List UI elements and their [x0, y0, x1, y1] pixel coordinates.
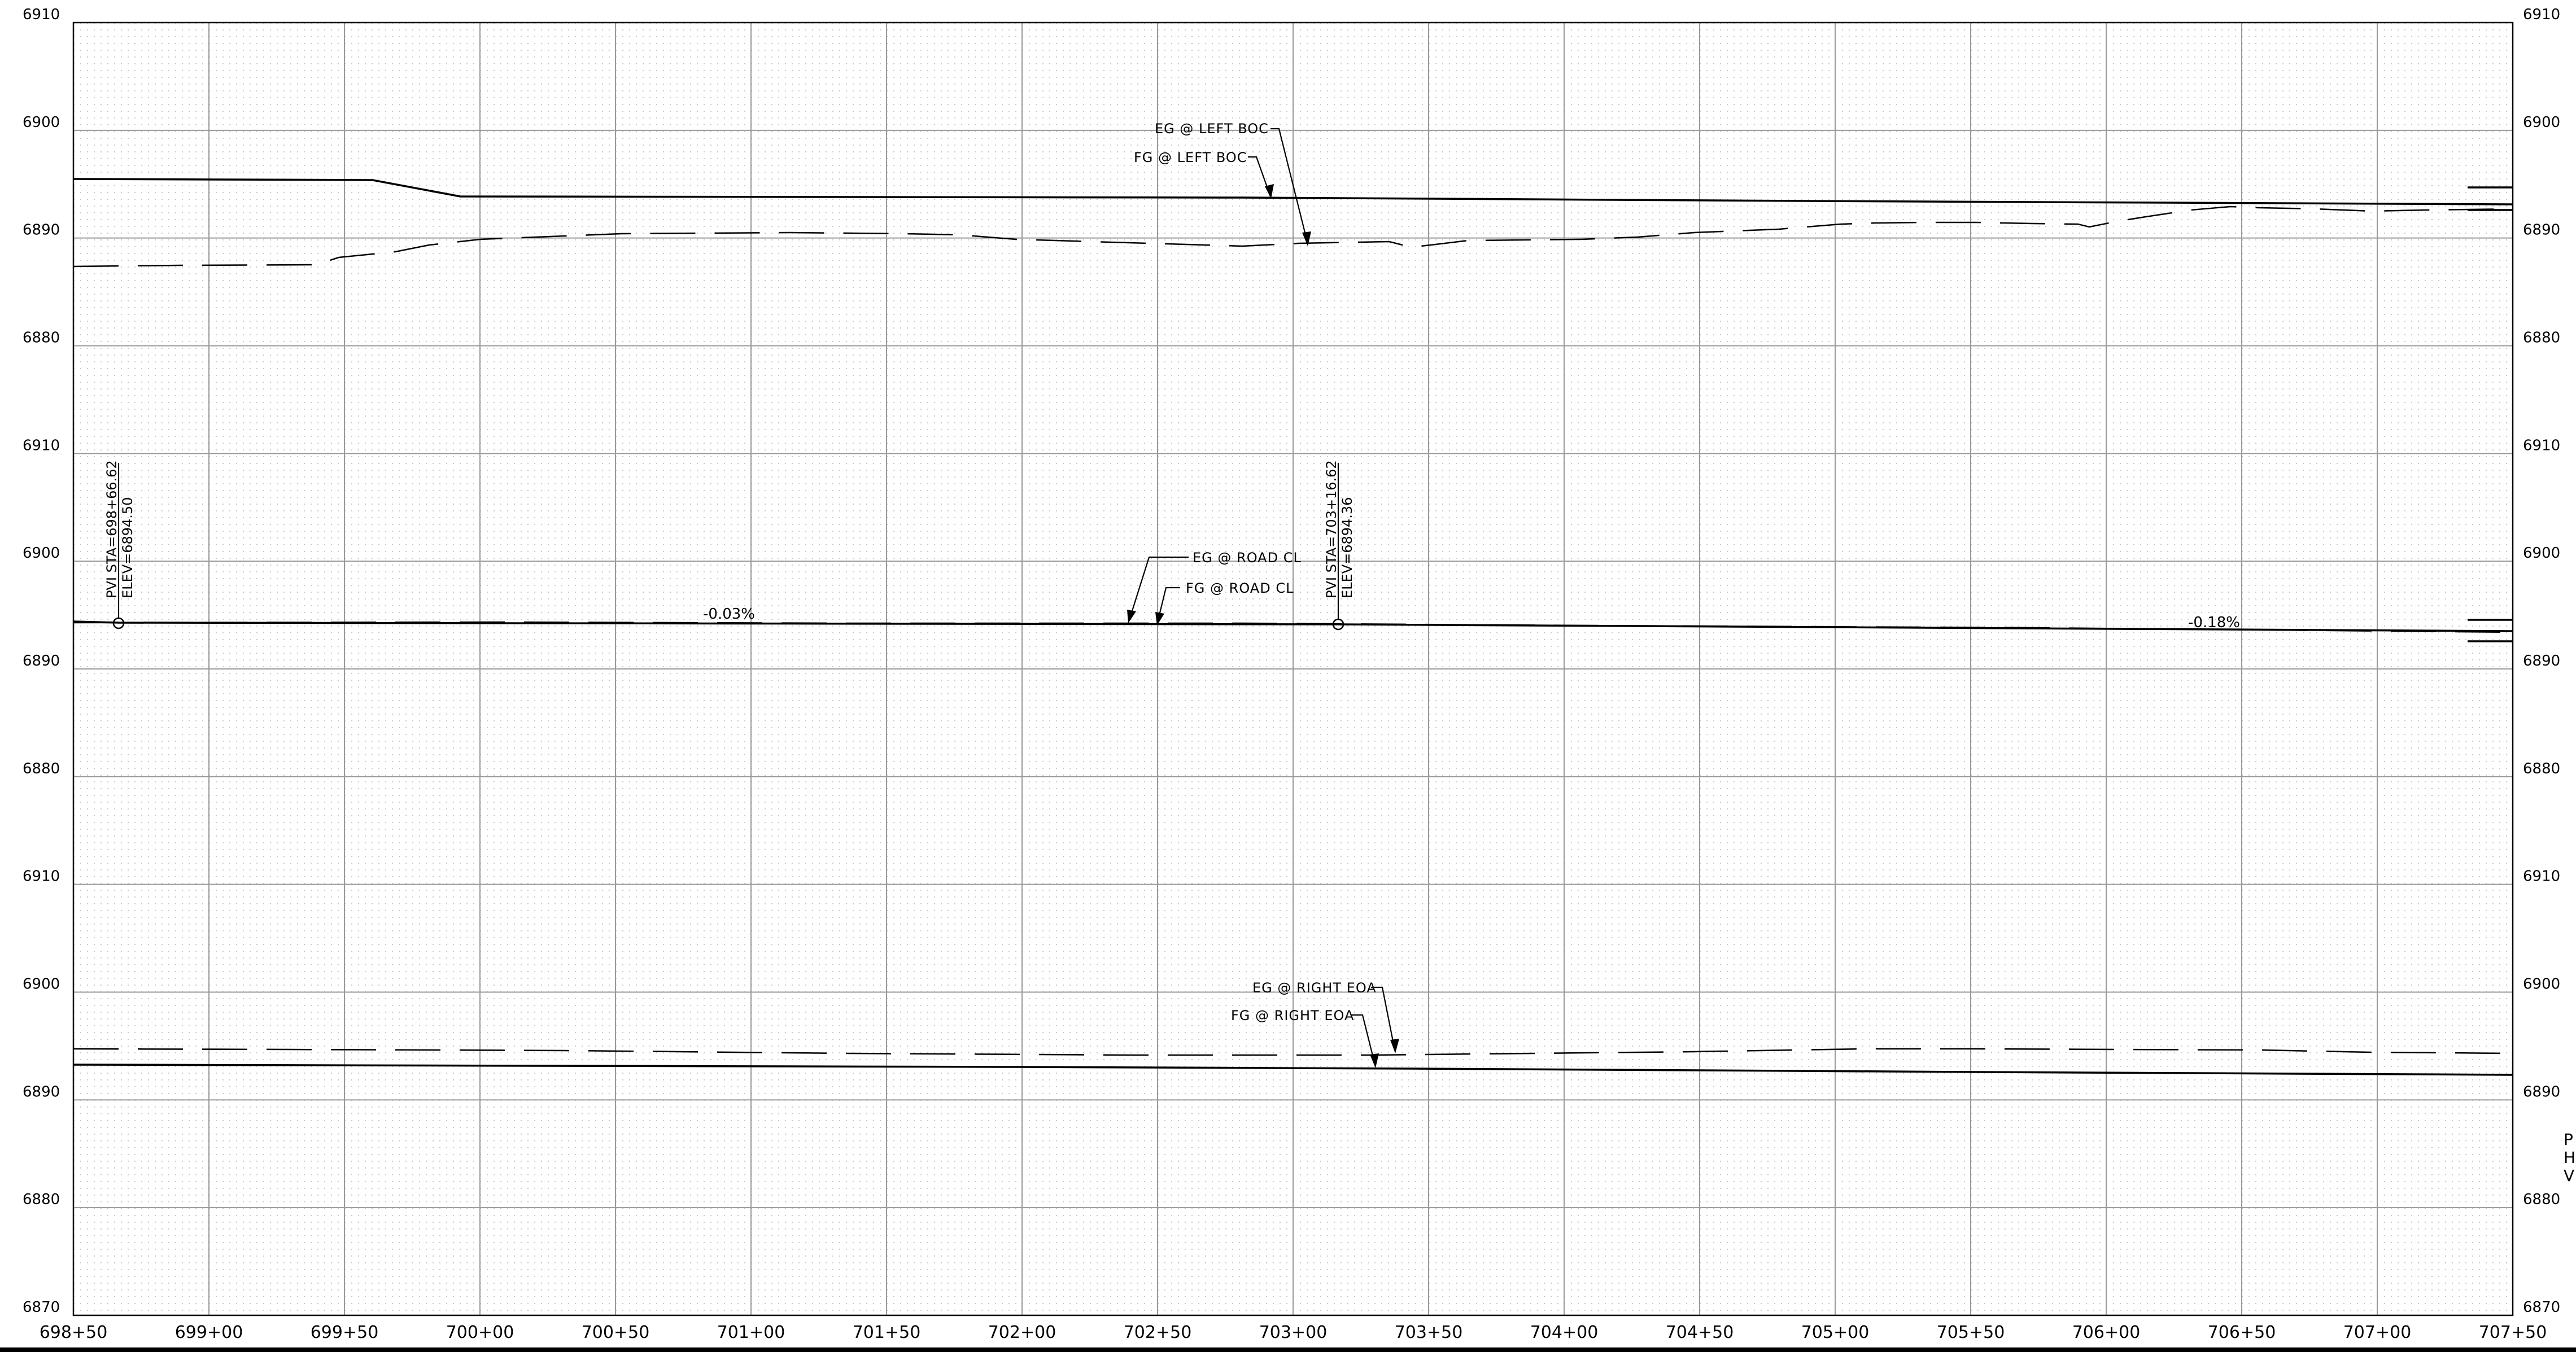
elevation-label-left: 6910: [23, 437, 60, 454]
station-label: 700+00: [446, 1323, 514, 1342]
elevation-label-left: 6880: [23, 760, 60, 777]
fg-road-cl-arrow: [1155, 612, 1164, 625]
grade-label-2: -0.18%: [2188, 614, 2240, 631]
elevation-label-right: 6900: [2523, 976, 2560, 993]
elevation-label-right: 6910: [2523, 6, 2560, 23]
station-label: 702+50: [1124, 1323, 1192, 1342]
panel-road-cl: PVI STA=698+66.62 ELEV=6894.50 PVI STA=7…: [73, 460, 2513, 642]
eg-road-cl-leader: [1128, 556, 1189, 620]
side-note-p: P: [2564, 1130, 2573, 1149]
plot-frame: [72, 21, 2514, 1316]
elevation-label-left: 6870: [23, 1299, 60, 1316]
side-note-h: H: [2564, 1148, 2575, 1167]
elevation-labels-right: 6910 6900 6890 6880 6910 6900 6890 6880 6910 6900…: [2523, 6, 2560, 1316]
elevation-label-left: 6910: [23, 868, 60, 885]
station-label: 704+50: [1666, 1323, 1734, 1342]
pvi-1-elevation: ELEV=6894.50: [120, 497, 136, 598]
sheet-bottom-border: [0, 1347, 2576, 1352]
elevation-label-left: 6910: [23, 6, 60, 23]
panel-right-eoa: EG @ RIGHT EOA FG @ RIGHT EOA: [73, 980, 2513, 1076]
elevation-label-left: 6890: [23, 653, 60, 670]
elevation-label-left: 6900: [23, 114, 60, 131]
elevation-label-right: 6890: [2523, 1083, 2560, 1100]
pvi-2-elevation: ELEV=6894.36: [1339, 497, 1355, 598]
eg-right-eoa-arrow: [1390, 1039, 1399, 1053]
elevation-label-right: 6900: [2523, 114, 2560, 131]
eg-left-boc-label: EG @ LEFT BOC: [1155, 121, 1269, 137]
station-label: 700+50: [582, 1323, 650, 1342]
elevation-label-right: 6900: [2523, 545, 2560, 562]
eg-road-cl-arrow: [1127, 610, 1136, 623]
eg-left-boc-arrow: [1302, 231, 1311, 246]
station-labels: 698+50 699+00 699+50 700+00 700+50 701+00 701+…: [40, 1323, 2547, 1342]
station-label: 699+50: [311, 1323, 379, 1342]
elevation-label-right: 6910: [2523, 437, 2560, 454]
fg-road-cl-leader: [1156, 587, 1180, 623]
fg-right-eoa-arrow: [1370, 1053, 1379, 1068]
station-label: 706+50: [2208, 1323, 2276, 1342]
fg-left-boc-leader: [1248, 156, 1272, 197]
eg-left-boc-line: [73, 205, 2513, 268]
elevation-label-left: 6900: [23, 976, 60, 993]
station-label: 699+00: [175, 1323, 243, 1342]
panel-left-boc: EG @ LEFT BOC FG @ LEFT BOC: [73, 121, 2513, 268]
station-label: 707+00: [2343, 1323, 2412, 1342]
station-label: 707+50: [2479, 1323, 2547, 1342]
station-label: 705+00: [1801, 1323, 1870, 1342]
station-label: 698+50: [40, 1323, 108, 1342]
elevation-label-left: 6890: [23, 1083, 60, 1100]
elevation-label-left: 6880: [23, 330, 60, 347]
fg-left-boc-arrow: [1265, 184, 1274, 199]
station-label: 701+50: [853, 1323, 921, 1342]
eg-road-cl-label: EG @ ROAD CL: [1193, 550, 1302, 566]
station-label: 703+50: [1395, 1323, 1463, 1342]
eg-right-eoa-line: [73, 1048, 2513, 1056]
elevation-label-right: 6890: [2523, 222, 2560, 239]
station-label: 705+50: [1937, 1323, 2005, 1342]
station-label: 706+00: [2072, 1323, 2141, 1342]
horizontal-grid-lines: [73, 129, 2513, 1209]
elevation-label-right: 6870: [2523, 1299, 2560, 1316]
elevation-label-left: 6880: [23, 1191, 60, 1208]
elevation-label-right: 6880: [2523, 330, 2560, 347]
side-note-v: V: [2564, 1166, 2574, 1185]
eg-road-cl-line: [73, 621, 2513, 633]
fg-right-eoa-label: FG @ RIGHT EOA: [1231, 1008, 1354, 1023]
fg-left-boc-label: FG @ LEFT BOC: [1134, 150, 1247, 165]
grade-label-1: -0.03%: [703, 606, 755, 623]
elevation-label-left: 6890: [23, 222, 60, 239]
station-label: 701+00: [717, 1323, 785, 1342]
fg-right-eoa-leader: [1351, 1014, 1376, 1065]
fg-road-cl-label: FG @ ROAD CL: [1186, 580, 1294, 596]
station-label: 702+00: [988, 1323, 1056, 1342]
eg-left-boc-leader: [1270, 128, 1309, 244]
station-label: 703+00: [1259, 1323, 1328, 1342]
eg-right-eoa-label: EG @ RIGHT EOA: [1252, 980, 1377, 996]
elevation-label-right: 6910: [2523, 868, 2560, 885]
fg-left-boc-line: [73, 178, 2513, 205]
elevation-labels-left: 6910 6900 6890 6880 6910 6900 6890 6880 6910 6900…: [23, 6, 60, 1316]
station-label: 704+00: [1530, 1323, 1599, 1342]
elevation-label-right: 6890: [2523, 653, 2560, 670]
elevation-label-right: 6880: [2523, 1191, 2560, 1208]
eg-right-eoa-leader: [1371, 986, 1396, 1051]
elevation-label-left: 6900: [23, 545, 60, 562]
pvi-1-station: PVI STA=698+66.62: [104, 460, 120, 598]
pvi-2-station: PVI STA=703+16.62: [1324, 460, 1339, 598]
fg-right-eoa-line: [73, 1064, 2513, 1076]
elevation-label-right: 6880: [2523, 760, 2560, 777]
